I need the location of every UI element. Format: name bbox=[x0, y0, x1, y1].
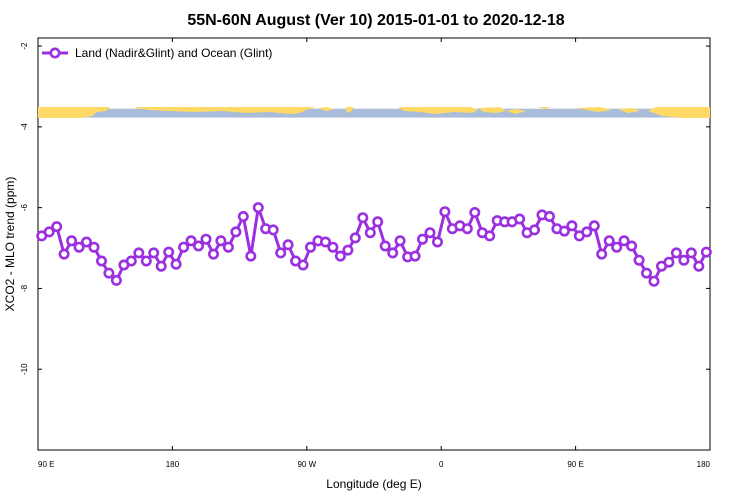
data-point bbox=[409, 250, 421, 262]
data-point bbox=[140, 255, 152, 267]
data-point bbox=[416, 233, 428, 245]
data-point bbox=[670, 247, 682, 259]
data-point bbox=[469, 207, 481, 219]
data-point bbox=[349, 232, 361, 244]
x-tick-label: 180 bbox=[166, 460, 180, 469]
data-point bbox=[394, 235, 406, 247]
series-group bbox=[36, 202, 712, 287]
legend: Land (Nadir&Glint) and Ocean (Glint) bbox=[42, 46, 272, 60]
data-point bbox=[208, 248, 220, 260]
data-point bbox=[685, 247, 697, 259]
data-point bbox=[178, 241, 190, 253]
data-point bbox=[700, 246, 712, 258]
data-point bbox=[543, 211, 555, 223]
legend-marker-swatch bbox=[49, 47, 61, 59]
data-point bbox=[648, 275, 660, 287]
plot-frame bbox=[37, 37, 711, 451]
data-point bbox=[596, 248, 608, 260]
data-point bbox=[245, 250, 257, 262]
data-point bbox=[588, 220, 600, 232]
map-land bbox=[38, 107, 710, 118]
x-tick-label: 0 bbox=[439, 460, 444, 469]
data-point bbox=[379, 240, 391, 252]
data-point bbox=[282, 239, 294, 251]
data-point bbox=[693, 260, 705, 272]
data-point bbox=[103, 267, 115, 279]
data-point bbox=[424, 227, 436, 239]
data-point bbox=[663, 256, 675, 268]
data-point bbox=[528, 224, 540, 236]
y-tick-label: -2 bbox=[20, 42, 29, 50]
x-tick-label: 90 W bbox=[297, 460, 316, 469]
y-axis-label: XCO2 - MLO trend (ppm) bbox=[3, 177, 17, 312]
y-axis: -2 -4 -6 -8 -10 bbox=[20, 42, 710, 375]
data-point bbox=[327, 241, 339, 253]
data-point bbox=[230, 226, 242, 238]
data-point bbox=[558, 225, 570, 237]
data-point bbox=[110, 274, 122, 286]
data-point bbox=[626, 240, 638, 252]
data-point bbox=[364, 227, 376, 239]
legend-label: Land (Nadir&Glint) and Ocean (Glint) bbox=[75, 46, 272, 60]
data-point bbox=[215, 235, 227, 247]
map-ocean bbox=[38, 108, 710, 118]
data-point bbox=[267, 224, 279, 236]
data-point bbox=[461, 223, 473, 235]
data-point bbox=[51, 221, 63, 233]
x-tick-label: 90 E bbox=[38, 460, 54, 469]
data-point bbox=[125, 255, 137, 267]
data-point bbox=[96, 255, 108, 267]
x-tick-label: 180 bbox=[697, 460, 711, 469]
data-point bbox=[148, 247, 160, 259]
data-point bbox=[633, 254, 645, 266]
data-point bbox=[297, 259, 309, 271]
data-point bbox=[342, 244, 354, 256]
data-point bbox=[81, 236, 93, 248]
data-point bbox=[73, 241, 85, 253]
data-point bbox=[200, 233, 212, 245]
data-point bbox=[155, 260, 167, 272]
data-point bbox=[357, 212, 369, 224]
data-point bbox=[439, 206, 451, 218]
x-tick-label: 90 E bbox=[567, 460, 583, 469]
y-tick-label: -4 bbox=[20, 123, 29, 131]
data-point bbox=[252, 202, 264, 214]
data-point bbox=[581, 226, 593, 238]
data-point bbox=[163, 246, 175, 258]
data-point bbox=[640, 267, 652, 279]
data-point bbox=[66, 235, 78, 247]
data-point bbox=[618, 235, 630, 247]
data-point bbox=[611, 241, 623, 253]
y-tick-label: -10 bbox=[20, 363, 29, 375]
data-point bbox=[275, 247, 287, 259]
data-point bbox=[88, 241, 100, 253]
data-point bbox=[484, 230, 496, 242]
chart-title: 55N-60N August (Ver 10) 2015-01-01 to 20… bbox=[187, 12, 564, 29]
data-point bbox=[133, 247, 145, 259]
data-point bbox=[43, 226, 55, 238]
data-point bbox=[431, 236, 443, 248]
data-point bbox=[678, 254, 690, 266]
data-point bbox=[319, 236, 331, 248]
data-point bbox=[193, 240, 205, 252]
data-point bbox=[58, 248, 70, 260]
data-point bbox=[372, 216, 384, 228]
y-tick-label: -8 bbox=[20, 284, 29, 292]
map-strip bbox=[38, 107, 710, 118]
data-point bbox=[334, 250, 346, 262]
y-tick-label: -6 bbox=[20, 204, 29, 212]
data-point bbox=[304, 241, 316, 253]
data-point bbox=[237, 211, 249, 223]
data-point bbox=[566, 220, 578, 232]
x-axis: 90 E 180 90 W 0 90 E 180 bbox=[37, 38, 711, 469]
data-point bbox=[514, 213, 526, 225]
data-point bbox=[387, 247, 399, 259]
data-point bbox=[222, 241, 234, 253]
x-axis-label: Longitude (deg E) bbox=[326, 477, 421, 491]
data-point bbox=[603, 235, 615, 247]
data-point bbox=[185, 235, 197, 247]
data-point bbox=[170, 258, 182, 270]
